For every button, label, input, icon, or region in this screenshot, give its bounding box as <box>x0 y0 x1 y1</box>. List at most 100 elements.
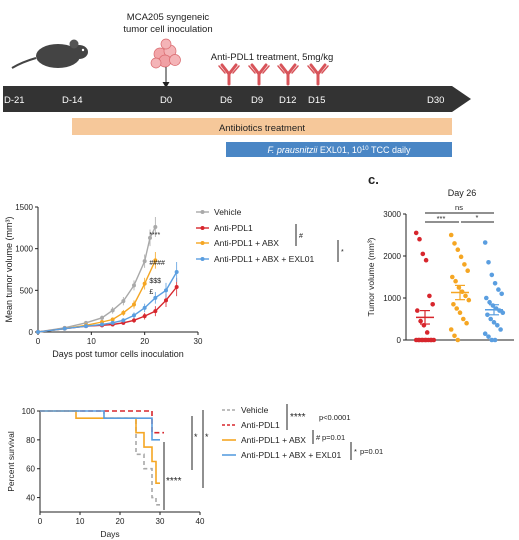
data-point <box>487 299 492 305</box>
data-point <box>463 293 468 299</box>
legend-pvalue: p=0.01 <box>360 447 383 456</box>
antibody-icon <box>277 63 299 86</box>
data-point <box>110 308 115 313</box>
antibody-shape <box>250 63 268 86</box>
data-point <box>498 327 503 332</box>
stat-label: * <box>194 432 198 442</box>
fp-treatment-label: F. prausnitzii EXL01, 1010 TCC daily <box>268 145 411 155</box>
fp-dose-text: EXL01, 10 <box>317 145 362 155</box>
legend-pvalue: p<0.0001 <box>319 413 351 422</box>
data-point <box>424 330 430 335</box>
antibiotics-bar <box>72 118 452 135</box>
tumor-cells-icon <box>150 38 181 69</box>
data-point <box>142 314 147 319</box>
x-axis-label: Days <box>100 529 119 539</box>
stat-label: **** <box>166 476 182 487</box>
data-point <box>420 251 426 257</box>
data-point <box>142 259 147 264</box>
antibody-icon <box>248 63 270 86</box>
data-point <box>174 285 179 289</box>
data-point <box>413 337 419 343</box>
panel-c-label: c. <box>368 172 379 187</box>
significance-mark: **** <box>149 232 160 239</box>
data-point <box>489 272 495 278</box>
antibody-arm <box>218 65 240 74</box>
antibody-arm <box>277 65 299 74</box>
series-anti-pdl1-abx <box>36 252 158 334</box>
schematic: MCA205 syngeneic tumor cell inoculation … <box>3 12 471 157</box>
timeline-day-d15: D15 <box>308 95 325 106</box>
antibody-icon <box>307 63 329 86</box>
legend-swatch-dot <box>200 210 205 214</box>
data-point <box>132 318 136 323</box>
data-point <box>464 320 469 326</box>
legend-label: Anti-PDL1 + ABX <box>241 435 306 445</box>
x-tick-label: 0 <box>36 337 41 346</box>
y-tick-label: 1000 <box>15 245 33 254</box>
data-point <box>153 225 158 229</box>
series-anti-pdl1-abx-exl01 <box>36 262 179 334</box>
data-point <box>413 230 419 236</box>
data-point <box>452 241 457 246</box>
data-point <box>489 337 495 343</box>
inoculation-line-1: MCA205 syngeneic <box>127 12 210 23</box>
data-point <box>496 287 501 292</box>
data-point <box>466 297 472 303</box>
timeline-day-d-21: D-21 <box>4 95 25 106</box>
timeline-day-d9: D9 <box>251 95 263 106</box>
series-line <box>37 260 156 333</box>
group-2 <box>448 232 472 343</box>
legend-pvalue: p=0.01 <box>322 433 345 442</box>
data-point <box>417 337 422 343</box>
data-point <box>488 316 494 322</box>
antibody-icon <box>218 63 240 86</box>
legend-label: Vehicle <box>214 207 242 217</box>
data-point <box>486 260 491 265</box>
data-point <box>491 320 497 325</box>
y-tick-label: 3000 <box>383 210 401 219</box>
y-tick-label: 60 <box>26 465 35 474</box>
data-point <box>417 236 422 242</box>
data-point <box>420 337 426 343</box>
significance-mark: $$$ <box>149 278 161 285</box>
legend-label: Anti-PDL1 + ABX + EXL01 <box>214 254 314 264</box>
timeline-day-d0: D0 <box>160 95 172 106</box>
data-point <box>153 309 158 314</box>
x-tick-label: 40 <box>196 517 205 526</box>
data-point <box>455 337 461 343</box>
legend-label: Anti-PDL1 + ABX <box>214 238 279 248</box>
y-tick-label: 100 <box>22 407 36 416</box>
x-tick-label: 10 <box>76 517 85 526</box>
fp-schedule-text: TCC daily <box>369 145 411 155</box>
data-point <box>153 295 158 300</box>
x-tick-label: 30 <box>156 517 165 526</box>
group-3 <box>482 240 506 343</box>
antibody-shape <box>220 63 238 86</box>
timeline-day-d-14: D-14 <box>62 95 83 106</box>
data-point <box>36 330 40 334</box>
data-point <box>415 308 420 313</box>
data-point <box>174 270 179 274</box>
legend-bracket-label: * <box>341 249 344 256</box>
legend-stat: # <box>316 433 321 442</box>
significance-mark: £ <box>149 289 153 296</box>
data-point <box>453 278 458 284</box>
mouse-icon <box>11 39 88 69</box>
data-point <box>450 274 455 280</box>
timeline-labels: D-21 D-14 D0 D6 D9 D12 D15 D30 <box>4 95 444 106</box>
stat-label: * <box>205 432 209 442</box>
y-tick-label: 0 <box>397 336 402 345</box>
data-point <box>142 281 147 286</box>
day26-scatter-chart: Day 26 0 1000 2000 3000 Tumor volume (mm³) ns *… <box>366 188 514 345</box>
data-point <box>492 281 498 286</box>
legend-label: Anti-PDL1 + ABX + EXL01 <box>241 450 341 460</box>
legend-label: Anti-PDL1 <box>241 420 280 430</box>
fp-dose-exponent: 10 <box>362 146 369 152</box>
data-point <box>84 324 88 329</box>
data-point <box>452 333 457 339</box>
data-point <box>153 258 158 263</box>
x-tick-label: 20 <box>140 337 149 346</box>
data-point <box>62 326 67 331</box>
